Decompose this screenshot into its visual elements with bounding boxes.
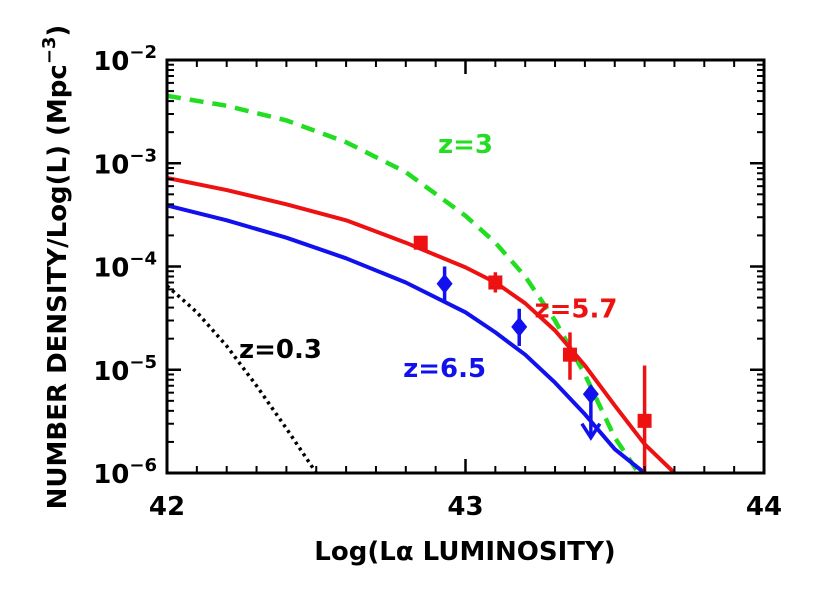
y-axis-title-close: ) xyxy=(43,25,73,37)
point-z-5-7 xyxy=(562,347,577,362)
y-tick-label: 10−3 xyxy=(93,145,157,180)
y-tick-base: 10 xyxy=(93,357,129,387)
point-z-6-5 xyxy=(436,273,453,294)
y-tick-exponent: −6 xyxy=(129,455,157,476)
annotation-z-5-7: z=5.7 xyxy=(534,295,617,325)
annotation-z-0-3: z=0.3 xyxy=(239,335,322,365)
point-z-5-7 xyxy=(413,235,428,250)
y-tick-exponent: −3 xyxy=(129,145,157,166)
y-axis-title-exponent: −3 xyxy=(39,37,60,65)
annotation-z-3: z=3 xyxy=(438,130,493,160)
y-tick-label: 10−5 xyxy=(93,352,157,387)
y-tick-label: 10−2 xyxy=(93,42,157,77)
y-tick-base: 10 xyxy=(93,460,129,490)
point-z-6-5 xyxy=(511,316,528,337)
y-tick-exponent: −2 xyxy=(129,42,157,63)
x-tick-label: 44 xyxy=(746,492,782,522)
y-axis-title-main: NUMBER DENSITY/Log(L) (Mpc xyxy=(43,64,73,509)
ticks-layer xyxy=(165,58,766,475)
x-axis-title: Log(Lα LUMINOSITY) xyxy=(314,537,615,567)
curves-layer xyxy=(167,93,676,473)
y-axis-title: NUMBER DENSITY/Log(L) (Mpc−3) xyxy=(39,25,73,510)
curve-z-0-3 xyxy=(167,284,318,473)
y-tick-exponent: −4 xyxy=(129,249,157,270)
y-tick-base: 10 xyxy=(93,47,129,77)
y-tick-label: 10−4 xyxy=(93,249,157,284)
data-points-layer xyxy=(413,235,652,473)
y-tick-label: 10−6 xyxy=(93,455,157,490)
curve-z-3 xyxy=(167,93,641,473)
x-tick-label: 42 xyxy=(149,492,185,522)
point-z-5-7 xyxy=(488,275,503,290)
point-z-6-5 xyxy=(582,384,599,405)
annotation-z-6-5: z=6.5 xyxy=(403,354,486,384)
upper-limit-arrow-z-6-5 xyxy=(580,422,602,441)
point-z-5-7 xyxy=(637,413,652,428)
y-tick-base: 10 xyxy=(93,150,129,180)
annotations-layer: z=3 z=5.7 z=6.5 z=0.3 xyxy=(239,130,617,384)
x-tick-label: 43 xyxy=(447,492,483,522)
y-tick-base: 10 xyxy=(93,254,129,284)
y-tick-exponent: −5 xyxy=(129,352,157,373)
